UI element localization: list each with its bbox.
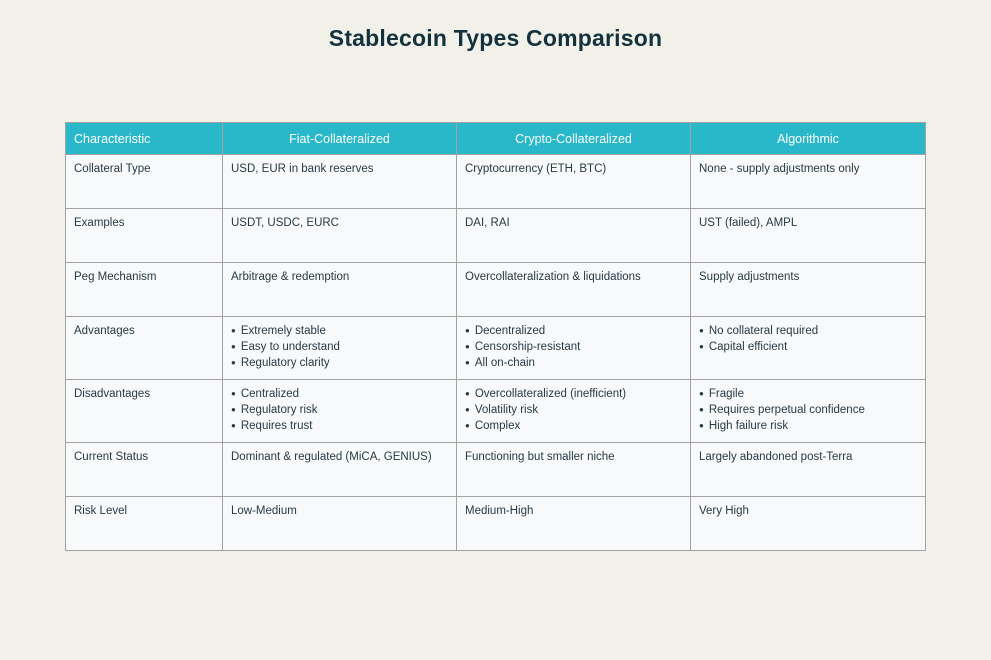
table-cell: Largely abandoned post-Terra bbox=[690, 441, 926, 497]
bullet-item-label: Overcollateralized (inefficient) bbox=[474, 387, 627, 400]
bullet-item-label: Volatility risk bbox=[474, 403, 539, 416]
comparison-table: Characteristic Fiat-Collateralized Crypt… bbox=[65, 122, 926, 551]
page-title: Stablecoin Types Comparison bbox=[328, 25, 663, 51]
table-cell: Supply adjustments bbox=[690, 262, 926, 317]
bullet-icon: ● bbox=[699, 420, 704, 430]
table-cell: DAI, RAI bbox=[456, 208, 691, 263]
bullet-item: ● Censorship-resistant bbox=[465, 340, 682, 355]
characteristic-cell: Collateral Type bbox=[65, 154, 223, 209]
table-cell: Arbitrage & redemption bbox=[222, 262, 457, 317]
table-cell: Very High bbox=[690, 495, 926, 551]
bullet-item-label: All on-chain bbox=[474, 356, 535, 369]
characteristic-cell: Advantages bbox=[65, 316, 223, 380]
bullet-icon: ● bbox=[699, 404, 704, 414]
table-row: Collateral Type USD, EUR in bank reserves… bbox=[65, 154, 926, 209]
bullet-item-label: Decentralized bbox=[474, 325, 546, 337]
bullet-icon: ● bbox=[465, 420, 470, 430]
bullet-icon: ● bbox=[465, 341, 470, 351]
bullet-item-label: Fragile bbox=[708, 387, 744, 400]
table-cell: Cryptocurrency (ETH, BTC) bbox=[456, 154, 691, 209]
bullet-item-label: Extremely stable bbox=[240, 325, 326, 337]
bullet-item: ● Easy to understand bbox=[231, 340, 448, 355]
bullet-item-label: Complex bbox=[474, 419, 521, 432]
bullet-item: ● Requires perpetual confidence bbox=[699, 403, 917, 418]
bullet-icon: ● bbox=[699, 388, 704, 398]
bullet-item-label: Centralized bbox=[240, 387, 300, 400]
bullet-item-label: Capital efficient bbox=[708, 340, 788, 353]
bullet-icon: ● bbox=[465, 388, 470, 398]
bullet-item: ● No collateral required bbox=[699, 324, 917, 339]
bullet-item: ● Regulatory risk bbox=[231, 403, 448, 418]
table-cell: ● Centralized ● Regulatory risk ● Requires tr… bbox=[222, 378, 457, 443]
column-header-characteristic: Characteristic bbox=[65, 122, 223, 155]
header-row: Characteristic Fiat-Collateralized Crypt… bbox=[65, 122, 926, 155]
table-row: Examples USDT, USDC, EURC DAI, RAI UST (fai… bbox=[65, 208, 926, 263]
bullet-icon: ● bbox=[231, 357, 236, 367]
bullet-item: ● Volatility risk bbox=[465, 403, 682, 418]
characteristic-cell: Peg Mechanism bbox=[65, 262, 223, 317]
bullet-item: ● All on-chain bbox=[465, 356, 682, 371]
bullet-icon: ● bbox=[699, 326, 704, 335]
bullet-item: ● Overcollateralized (inefficient) bbox=[465, 387, 682, 402]
table-cell: USDT, USDC, EURC bbox=[222, 208, 457, 263]
column-header-algorithmic: Algorithmic bbox=[690, 122, 926, 155]
table-cell: ● No collateral required ● Capital efficien… bbox=[690, 316, 926, 380]
bullet-icon: ● bbox=[699, 341, 704, 351]
column-header-crypto-collateralized: Crypto-Collateralized bbox=[456, 122, 691, 155]
table-cell: Medium-High bbox=[456, 495, 691, 551]
bullet-item: ● Requires trust bbox=[231, 419, 448, 434]
bullet-item: ● Capital efficient bbox=[699, 340, 917, 355]
bullet-icon: ● bbox=[231, 388, 236, 398]
table-cell: ● Decentralized ● Censorship-resistant ● All … bbox=[456, 316, 691, 380]
bullet-item-label: Easy to understand bbox=[240, 340, 340, 353]
bullet-icon: ● bbox=[231, 420, 236, 430]
table-cell: Dominant & regulated (MiCA, GENIUS) bbox=[222, 441, 457, 497]
bullet-icon: ● bbox=[231, 341, 236, 351]
bullet-item: ● Regulatory clarity bbox=[231, 356, 448, 371]
bullet-icon: ● bbox=[465, 326, 470, 335]
table-cell: ● Overcollateralized (inefficient) ● Volati… bbox=[456, 378, 691, 443]
table-cell: Low-Medium bbox=[222, 495, 457, 551]
bullet-item: ● Extremely stable bbox=[231, 324, 448, 339]
bullet-item: ● Centralized bbox=[231, 387, 448, 402]
table-cell: Overcollateralization & liquidations bbox=[456, 262, 691, 317]
bullet-item-label: High failure risk bbox=[708, 419, 789, 432]
bullet-icon: ● bbox=[231, 404, 236, 414]
characteristic-cell: Examples bbox=[65, 208, 223, 263]
column-header-fiat-collateralized: Fiat-Collateralized bbox=[222, 122, 457, 155]
bullet-item: ● Fragile bbox=[699, 387, 917, 402]
bullet-item-label: Regulatory clarity bbox=[240, 356, 330, 369]
table-cell: UST (failed), AMPL bbox=[690, 208, 926, 263]
bullet-item: ● Decentralized bbox=[465, 324, 682, 339]
table-cell: Functioning but smaller niche bbox=[456, 441, 691, 497]
characteristic-cell: Current Status bbox=[65, 441, 223, 497]
table-row: Disadvantages ● Centralized ● Regulatory ris… bbox=[65, 378, 926, 443]
table-cell: USD, EUR in bank reserves bbox=[222, 154, 457, 209]
bullet-icon: ● bbox=[465, 357, 470, 367]
bullet-item-label: No collateral required bbox=[708, 325, 819, 337]
table-row: Peg Mechanism Arbitrage & redemption Overc… bbox=[65, 262, 926, 317]
table-row: Advantages ● Extremely stable ● Easy to unde… bbox=[65, 316, 926, 380]
bullet-item-label: Regulatory risk bbox=[240, 403, 318, 416]
table-cell: ● Fragile ● Requires perpetual confidence ● H… bbox=[690, 378, 926, 443]
characteristic-cell: Risk Level bbox=[65, 495, 223, 551]
characteristic-cell: Disadvantages bbox=[65, 378, 223, 443]
bullet-icon: ● bbox=[231, 326, 236, 335]
bullet-item: ● Complex bbox=[465, 419, 682, 434]
bullet-item: ● High failure risk bbox=[699, 419, 917, 434]
table-row: Current Status Dominant & regulated (MiCA… bbox=[65, 441, 926, 497]
bullet-item-label: Requires perpetual confidence bbox=[708, 403, 865, 416]
table-cell: None - supply adjustments only bbox=[690, 154, 926, 209]
table-row: Risk Level Low-Medium Medium-High Very High bbox=[65, 495, 926, 551]
table-cell: ● Extremely stable ● Easy to understand ● Reg… bbox=[222, 316, 457, 380]
bullet-icon: ● bbox=[465, 404, 470, 414]
bullet-item-label: Requires trust bbox=[240, 419, 313, 432]
bullet-item-label: Censorship-resistant bbox=[474, 340, 581, 353]
table-body: Collateral Type USD, EUR in bank reserves… bbox=[65, 154, 926, 551]
